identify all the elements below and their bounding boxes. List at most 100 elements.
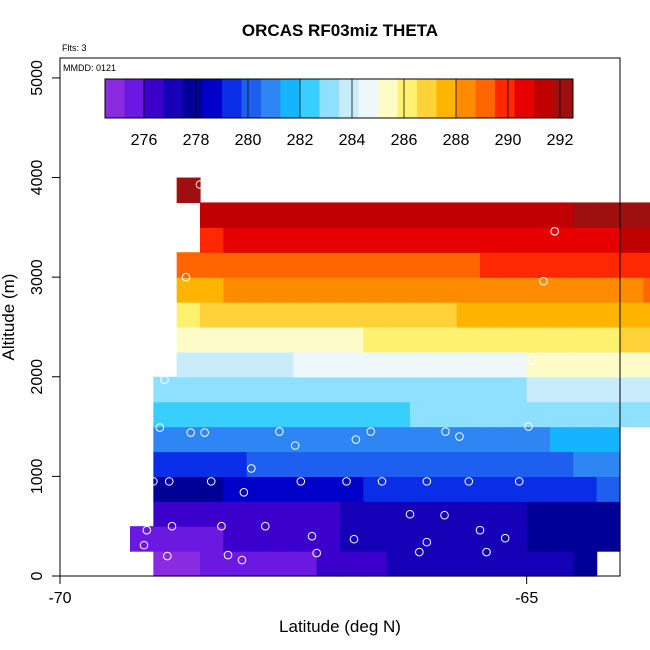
heatmap-cell [363, 351, 388, 378]
sample-point [217, 521, 226, 531]
heatmap-cell [363, 501, 388, 527]
heatmap-cell [550, 401, 574, 428]
heatmap-cell [270, 326, 294, 353]
heatmap-cell [596, 252, 621, 278]
colorbar-tick-label: 276 [131, 132, 158, 149]
colorbar-swatch [436, 79, 457, 118]
heatmap-cell [176, 277, 201, 303]
heatmap-cell [596, 227, 621, 253]
y-axis-label: Altitude (m) [0, 274, 18, 361]
y-tick-label: 1000 [29, 458, 46, 494]
heatmap-cell [550, 302, 574, 328]
sample-point [296, 477, 306, 486]
heatmap-cell [200, 451, 224, 477]
heatmap-cell [503, 451, 528, 477]
heatmap-cell [223, 451, 248, 477]
heatmap-cell [503, 302, 528, 328]
heatmap-cell [526, 277, 551, 303]
heatmap-cell [316, 551, 341, 577]
heatmap-cell [363, 252, 388, 278]
heatmap-cell [503, 551, 528, 577]
sample-point [464, 477, 474, 486]
heatmap-cell [596, 526, 621, 552]
heatmap-cell [246, 451, 271, 477]
heatmap-cell [363, 401, 388, 428]
colorbar-swatch [397, 79, 418, 118]
heatmap-cell [223, 351, 248, 378]
heatmap-cell [363, 376, 388, 403]
heatmap-cell [526, 476, 551, 502]
heatmap-cell [316, 451, 341, 477]
heatmap-cell [223, 302, 248, 328]
sample-point [415, 547, 424, 557]
sample-point [247, 464, 256, 473]
heatmap-cell [643, 302, 650, 328]
heatmap-cell [340, 277, 364, 303]
heatmap-cell [246, 302, 271, 328]
heatmap-cell [620, 227, 644, 253]
heatmap-cell [480, 326, 504, 353]
heatmap-cell [596, 202, 621, 228]
heatmap-cell [550, 277, 574, 303]
heatmap-cell [153, 476, 178, 502]
colorbar-tick-label: 290 [495, 132, 522, 149]
heatmap-cell [223, 326, 248, 353]
heatmap-cell [480, 202, 504, 228]
heatmap-cell [573, 376, 598, 403]
heatmap-cell [433, 401, 458, 428]
sample-point [261, 521, 270, 531]
x-tick-label: -65 [515, 590, 538, 607]
colorbar-swatch [534, 79, 554, 118]
sample-point [475, 525, 485, 535]
sample-point [500, 533, 510, 543]
heatmap-cell [340, 501, 364, 527]
heatmap-cell [293, 326, 318, 353]
heatmap-cell [340, 351, 364, 378]
y-tick-label: 2000 [29, 359, 46, 395]
heatmap-cell [573, 302, 598, 328]
heatmap-cell [246, 401, 271, 428]
heatmap-cell [316, 376, 341, 403]
heatmap-cell [176, 426, 201, 453]
heatmap-cell [433, 252, 458, 278]
heatmap-cell [386, 551, 411, 577]
heatmap-cell [340, 376, 364, 403]
heatmap-cell [386, 302, 411, 328]
colorbar-swatch [241, 79, 262, 118]
heatmap-cell [573, 551, 598, 577]
heatmap-cell [433, 326, 458, 353]
heatmap-cell [293, 202, 318, 228]
heatmap-cell [176, 401, 201, 428]
heatmap-cell [153, 401, 178, 428]
plot-frame [59, 57, 621, 577]
heatmap-cell [410, 202, 434, 228]
heatmap-cell [340, 252, 364, 278]
sample-point [524, 422, 533, 431]
colorbar-swatch [475, 79, 496, 118]
heatmap-cell [433, 476, 458, 502]
heatmap-cell [293, 376, 318, 403]
heatmap-cell [596, 302, 621, 328]
sample-point [312, 548, 321, 558]
heatmap-cell [176, 476, 201, 502]
heatmap-cell [480, 501, 504, 527]
sample-point [441, 427, 450, 436]
heatmap-cell [270, 302, 294, 328]
heatmap-cell [433, 501, 458, 527]
heatmap-cell [456, 451, 481, 477]
heatmap-cell [526, 551, 551, 577]
sample-point [342, 477, 351, 486]
heatmap-cell [200, 526, 224, 552]
heatmap-cell [456, 326, 481, 353]
sample-point [186, 428, 195, 437]
heatmap-cell [270, 526, 294, 552]
heatmap-cell [223, 551, 248, 577]
colorbar-swatch [378, 79, 398, 118]
heatmap-cell [433, 227, 458, 253]
heatmap-cell [433, 302, 458, 328]
heatmap-cell [573, 326, 598, 353]
heatmap-cell [620, 376, 644, 403]
heatmap-cell [246, 426, 271, 453]
heatmap-cell [550, 252, 574, 278]
